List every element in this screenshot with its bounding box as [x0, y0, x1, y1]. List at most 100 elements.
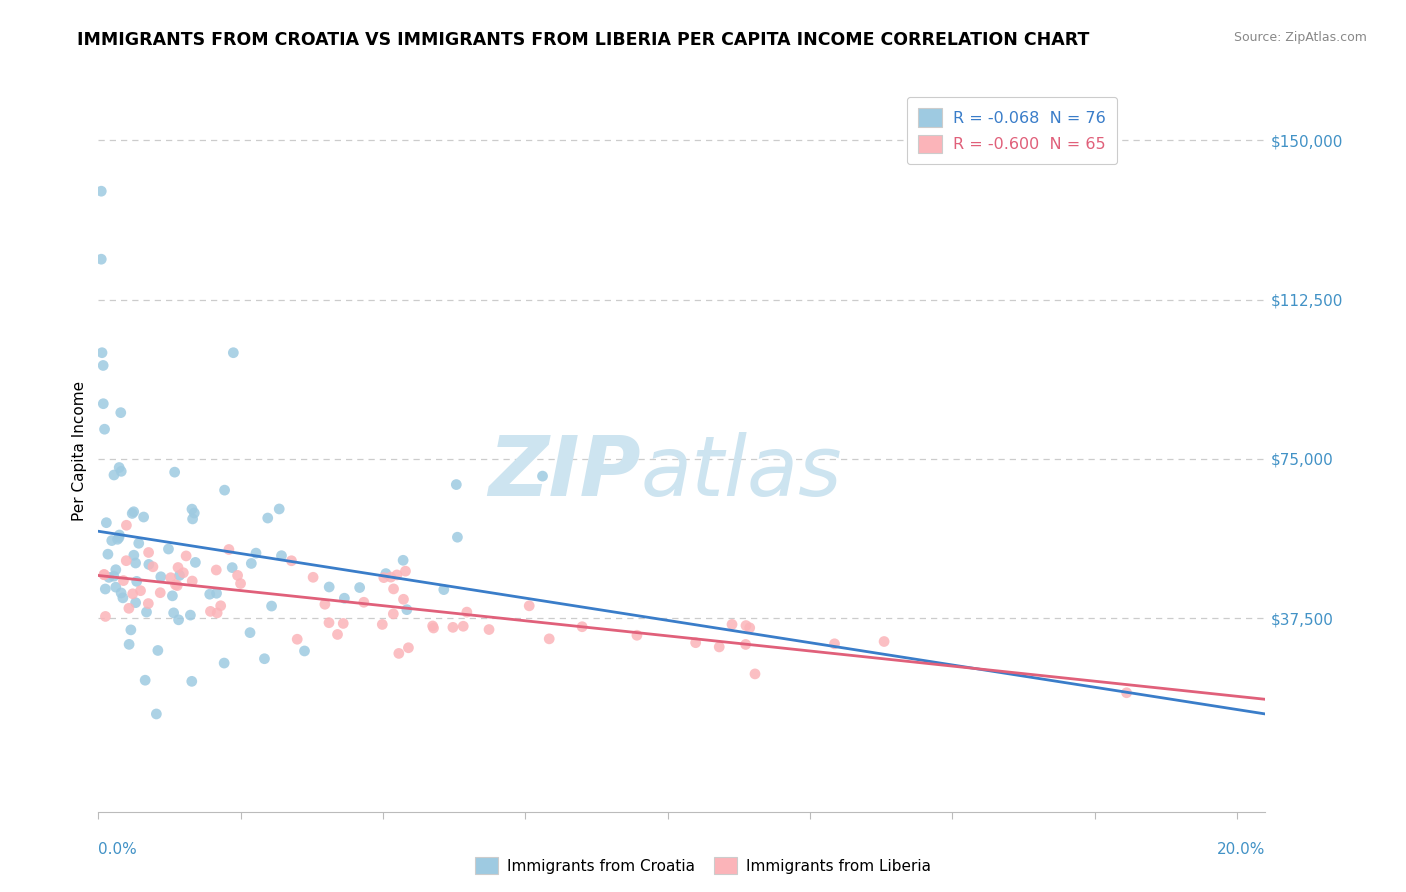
Point	[270, 549, 292, 563]
Point	[332, 616, 354, 631]
Point	[392, 553, 415, 567]
Point	[873, 634, 896, 648]
Point	[149, 570, 172, 584]
Point	[174, 549, 197, 563]
Point	[122, 548, 145, 562]
Point	[240, 557, 263, 571]
Text: 0.0%: 0.0%	[98, 842, 138, 857]
Point	[517, 599, 540, 613]
Point	[128, 536, 150, 550]
Point	[395, 602, 418, 616]
Point	[380, 570, 402, 584]
Point	[181, 502, 204, 516]
Point	[124, 556, 146, 570]
Point	[349, 581, 371, 595]
Point	[115, 554, 138, 568]
Point	[103, 467, 125, 482]
Point	[166, 578, 188, 592]
Point	[226, 568, 249, 582]
Legend: R = -0.068  N = 76, R = -0.600  N = 65: R = -0.068 N = 76, R = -0.600 N = 65	[907, 97, 1118, 164]
Point	[709, 640, 731, 654]
Point	[396, 640, 419, 655]
Point	[135, 605, 157, 619]
Point	[318, 615, 340, 630]
Point	[104, 563, 127, 577]
Point	[159, 571, 181, 585]
Point	[124, 596, 146, 610]
Point	[738, 621, 761, 635]
Point	[121, 587, 143, 601]
Point	[198, 587, 221, 601]
Point	[734, 637, 756, 651]
Point	[104, 580, 127, 594]
Point	[121, 507, 143, 521]
Point	[373, 571, 395, 585]
Point	[111, 591, 134, 605]
Point	[97, 547, 120, 561]
Point	[685, 636, 707, 650]
Point	[314, 597, 336, 611]
Point	[97, 570, 120, 584]
Point	[245, 546, 267, 560]
Point	[333, 591, 356, 606]
Point	[531, 469, 554, 483]
Point	[125, 574, 148, 589]
Y-axis label: Per Capita Income: Per Capita Income	[72, 380, 87, 521]
Text: atlas: atlas	[641, 432, 842, 513]
Point	[392, 592, 415, 607]
Text: IMMIGRANTS FROM CROATIA VS IMMIGRANTS FROM LIBERIA PER CAPITA INCOME CORRELATION: IMMIGRANTS FROM CROATIA VS IMMIGRANTS FR…	[77, 31, 1090, 49]
Point	[456, 605, 478, 619]
Point	[91, 345, 114, 359]
Point	[205, 563, 228, 577]
Point	[93, 422, 115, 436]
Point	[115, 518, 138, 533]
Point	[212, 656, 235, 670]
Point	[134, 673, 156, 688]
Point	[172, 566, 194, 580]
Point	[824, 637, 846, 651]
Point	[94, 609, 117, 624]
Point	[100, 533, 122, 548]
Point	[285, 632, 308, 647]
Point	[388, 647, 411, 661]
Point	[1115, 686, 1137, 700]
Point	[626, 628, 648, 642]
Point	[91, 359, 114, 373]
Point	[721, 617, 744, 632]
Text: Source: ZipAtlas.com: Source: ZipAtlas.com	[1233, 31, 1367, 45]
Point	[538, 632, 561, 646]
Point	[326, 627, 349, 641]
Point	[180, 674, 202, 689]
Point	[90, 252, 112, 267]
Point	[108, 531, 131, 545]
Point	[108, 460, 131, 475]
Point	[183, 506, 205, 520]
Point	[222, 345, 245, 359]
Point	[169, 568, 191, 582]
Point	[107, 533, 129, 547]
Point	[371, 617, 394, 632]
Point	[269, 502, 291, 516]
Point	[422, 621, 444, 635]
Point	[318, 580, 340, 594]
Point	[138, 545, 160, 559]
Point	[571, 620, 593, 634]
Point	[394, 564, 416, 578]
Point	[120, 623, 142, 637]
Point	[181, 574, 204, 588]
Point	[167, 613, 190, 627]
Text: ZIP: ZIP	[488, 432, 641, 513]
Point	[112, 574, 135, 588]
Point	[145, 706, 167, 721]
Point	[163, 606, 186, 620]
Point	[218, 542, 240, 557]
Point	[382, 582, 405, 596]
Point	[96, 516, 118, 530]
Point	[181, 512, 204, 526]
Point	[205, 606, 228, 620]
Point	[253, 651, 276, 665]
Point	[179, 608, 201, 623]
Point	[735, 618, 758, 632]
Point	[129, 583, 152, 598]
Point	[214, 483, 236, 497]
